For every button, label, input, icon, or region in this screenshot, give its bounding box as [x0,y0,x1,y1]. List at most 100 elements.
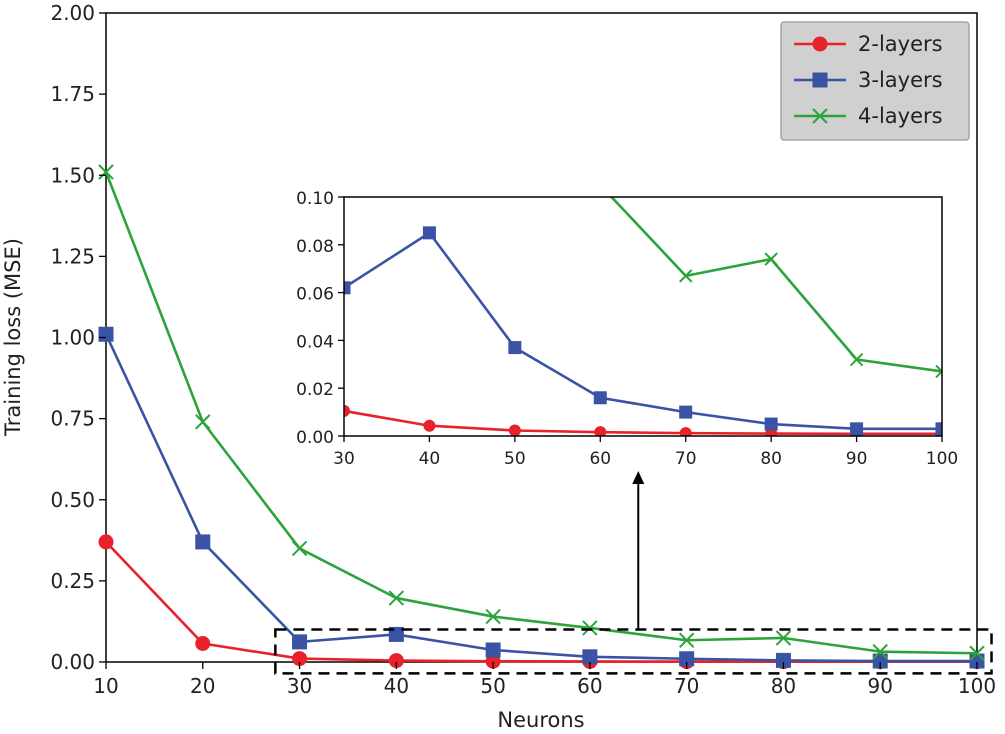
y-axis-title: Training loss (MSE) [1,238,25,437]
main-point-4-layers-60 [582,620,598,636]
main-x-tick-label: 80 [771,674,796,698]
main-point-4-layers-50 [485,608,501,625]
legend: 2-layers 3-layers 4-layers [780,21,970,141]
main-x-tick-label: 40 [384,674,409,698]
inset-x-tick-label: 70 [675,449,697,469]
inset-point-2-layers-30 [344,404,350,417]
main-point-3-layers-30 [292,634,308,650]
inset-y-tick-label: 0.00 [296,428,334,448]
legend-label-2-layers: 2-layers [858,32,943,56]
legend-marker-2-layers [812,36,828,52]
inset-point-4-layers-70 [679,269,693,283]
inset-point-2-layers-40 [423,419,436,432]
inset-x-axis: 30 40 50 60 70 80 90 100 [333,436,958,469]
main-x-tick-label: 50 [480,674,505,698]
main-x-tick-label: 60 [577,674,602,698]
main-point-4-layers-30 [291,540,308,557]
main-x-tick-label: 100 [958,674,996,698]
main-series-line-4-layers [104,171,978,655]
main-series-line-2-layers [105,541,977,664]
legend-label-3-layers: 3-layers [858,68,943,92]
inset-point-4-layers-50 [509,95,521,107]
inset-point-3-layers-50 [508,341,522,355]
legend-box [780,21,970,141]
main-y-tick-label: 1.75 [50,82,95,106]
inset-series-line-4-layers [609,197,942,373]
inset-point-3-layers-60 [593,391,607,405]
inset-point-4-layers-90 [849,352,864,367]
inset-series-group [344,95,942,436]
inset-plot-frame [343,196,943,437]
inset-y-tick-label: 0.06 [296,285,334,305]
inset-x-tick-label: 60 [589,449,611,469]
inset-point-3-layers-80 [764,417,778,431]
inset-x-tick-label: 50 [504,449,526,469]
main-point-3-layers-90 [872,653,888,669]
main-y-tick-label: 1.00 [50,326,95,350]
inset-point-3-layers-100 [935,422,942,436]
inset-point-2-layers-70 [679,427,692,436]
x-axis-title: Neurons [497,708,584,732]
inset-series-line-2-layers [344,409,942,436]
inset-x-tick-label: 100 [926,449,958,469]
main-x-tick-label: 10 [93,674,118,698]
main-point-3-layers-10 [98,326,114,342]
main-y-tick-label: 0.75 [50,407,95,431]
inset-y-tick-label: 0.02 [296,380,334,400]
zoom-arrow-head [632,471,645,484]
main-y-tick-label: 0.25 [50,569,95,593]
main-x-tick-label: 90 [867,674,892,698]
legend-marker-3-layers [812,72,828,88]
inset-point-3-layers-70 [679,405,693,419]
main-point-3-layers-70 [679,651,695,667]
inset-point-4-layers-60 [594,179,606,191]
inset-y-tick-label: 0.04 [296,332,334,352]
inset-point-4-layers-80 [764,252,778,266]
legend-marker-4-layers [812,108,828,124]
main-y-axis: 0.00 0.25 0.50 0.75 1.00 1.25 1.50 1.75 2.00 [50,1,106,674]
inset-x-tick-label: 30 [333,449,355,469]
main-point-3-layers-20 [195,534,211,550]
main-point-4-layers-80 [775,630,792,646]
inset-x-tick-label: 40 [419,449,441,469]
main-y-tick-label: 0.50 [50,488,95,512]
main-point-3-layers-60 [582,649,598,665]
inset-point-2-layers-60 [594,426,607,436]
main-y-tick-label: 0.00 [50,650,95,674]
main-point-2-layers-20 [195,636,211,652]
inset-series-line-3-layers [344,231,942,431]
main-point-3-layers-50 [485,642,501,658]
inset-y-axis: 0.00 0.02 0.04 0.06 0.08 0.10 [296,189,344,448]
inset-plot-background [344,197,942,436]
main-point-2-layers-40 [388,653,404,669]
inset-plot: 30 40 50 60 70 80 90 100 0.000.020.040.060.080.… [296,95,958,469]
main-y-tick-label: 1.50 [50,163,95,187]
inset-point-2-layers-50 [508,424,521,436]
inset-point-3-layers-90 [850,422,864,436]
zoom-region-box [274,628,993,675]
main-y-tick-label: 1.25 [50,244,95,268]
main-x-tick-label: 20 [190,674,215,698]
main-point-4-layers-10 [98,164,114,180]
inset-y-tick-label: 0.08 [296,237,334,257]
main-x-tick-label: 30 [287,674,312,698]
main-point-2-layers-50 [485,653,501,669]
inset-point-4-layers-100 [935,364,942,379]
inset-point-3-layers-40 [422,226,436,240]
main-point-2-layers-10 [98,534,114,550]
main-x-tick-label: 70 [674,674,699,698]
inset-x-tick-label: 80 [760,449,782,469]
main-point-4-layers-90 [872,643,888,660]
main-series-group [98,164,985,670]
legend-label-4-layers: 4-layers [858,104,943,128]
main-point-4-layers-20 [195,414,211,430]
main-point-4-layers-40 [388,590,405,606]
main-x-axis: 10 20 30 40 50 60 70 80 90 100 [93,662,996,698]
main-y-tick-label: 2.00 [50,1,95,25]
main-point-4-layers-100 [969,645,985,661]
inset-point-3-layers-30 [344,281,351,295]
main-series-line-3-layers [104,333,977,663]
inset-x-tick-label: 90 [846,449,868,469]
